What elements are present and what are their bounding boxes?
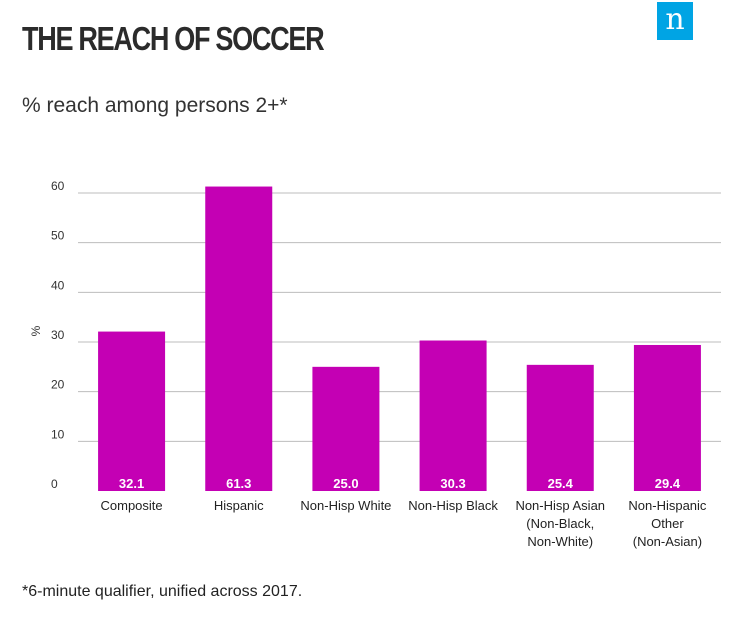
- chart-subtitle: % reach among persons 2+*: [22, 94, 288, 117]
- x-category-label-5-2: (Non-Asian): [633, 534, 702, 549]
- y-tick-label-60: 60: [51, 179, 65, 193]
- bar-value-label-5: 29.4: [655, 476, 681, 491]
- y-tick-label-0: 0: [51, 477, 58, 491]
- bar-5: [633, 344, 701, 491]
- x-category-label-0-0: Composite: [101, 498, 163, 513]
- bar-value-label-1: 61.3: [226, 476, 251, 491]
- y-tick-label-10: 10: [51, 427, 65, 441]
- y-tick-label-30: 30: [51, 328, 65, 342]
- bar-value-label-2: 25.0: [333, 476, 358, 491]
- y-tick-label-50: 50: [51, 229, 65, 243]
- x-category-label-4-2: Non-White): [527, 534, 593, 549]
- bar-1: [205, 186, 273, 491]
- bar-value-label-0: 32.1: [119, 476, 144, 491]
- bar-value-label-4: 25.4: [548, 476, 574, 491]
- x-category-label-3-0: Non-Hisp Black: [408, 498, 498, 513]
- y-tick-label-40: 40: [51, 278, 65, 292]
- nielsen-logo-icon: n: [657, 2, 693, 40]
- x-category-label-2-0: Non-Hisp White: [300, 498, 391, 513]
- x-category-label-4-0: Non-Hisp Asian: [515, 498, 605, 513]
- bar-3: [419, 340, 487, 491]
- x-category-label-5-1: Other: [651, 516, 684, 531]
- bar-2: [312, 366, 380, 491]
- y-axis-label: %: [29, 325, 43, 336]
- footnote: *6-minute qualifier, unified across 2017…: [22, 583, 303, 600]
- bar-4: [526, 364, 594, 491]
- chart-title: THE REACH OF SOCCER: [22, 20, 325, 57]
- bar-0: [98, 331, 166, 491]
- x-category-label-1-0: Hispanic: [214, 498, 264, 513]
- x-category-label-5-0: Non-Hispanic: [628, 498, 707, 513]
- y-tick-label-20: 20: [51, 378, 65, 392]
- x-category-label-4-1: (Non-Black,: [526, 516, 594, 531]
- bar-value-label-3: 30.3: [440, 476, 465, 491]
